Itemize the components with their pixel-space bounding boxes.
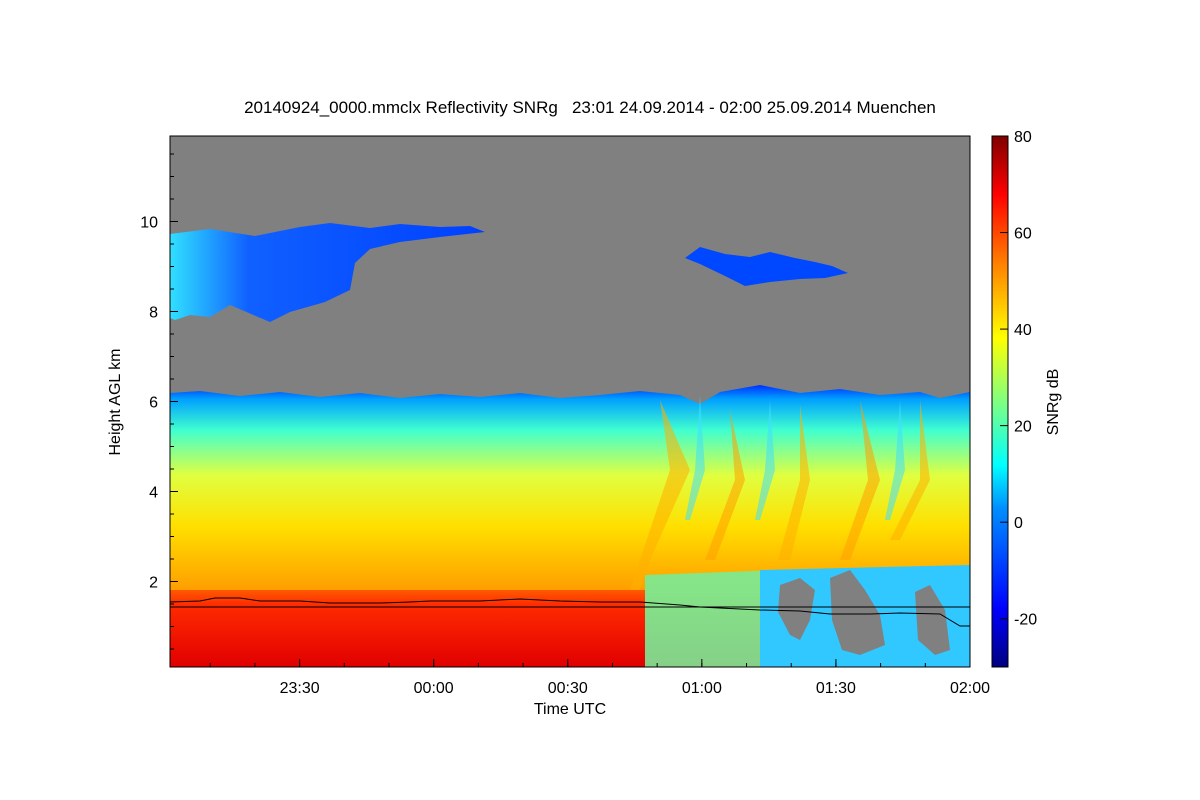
x-tick-label: 02:00 bbox=[950, 680, 990, 697]
colorbar-label: SNRg dB bbox=[1045, 369, 1062, 436]
upper-cloud-2 bbox=[685, 247, 848, 286]
colorbar-axis: -20 0 20 40 60 80 bbox=[1000, 129, 1037, 629]
lower-gap-3 bbox=[915, 585, 950, 655]
x-tick-label: 01:30 bbox=[816, 680, 856, 697]
plot-area bbox=[170, 136, 970, 667]
convective-streaks bbox=[630, 395, 930, 590]
y-tick-label: 10 bbox=[140, 215, 158, 232]
y-tick-label: 2 bbox=[149, 575, 158, 592]
near-surface-echo bbox=[170, 590, 645, 667]
colorbar-tick-label: -20 bbox=[1014, 612, 1037, 629]
y-tick-label: 8 bbox=[149, 305, 158, 322]
x-tick-label: 23:30 bbox=[280, 680, 320, 697]
x-axis-label: Time UTC bbox=[534, 701, 606, 718]
x-tick-label: 00:00 bbox=[414, 680, 454, 697]
cloud-base-line bbox=[170, 597, 970, 627]
upper-cloud-1 bbox=[170, 223, 485, 322]
chart-title: 20140924_0000.mmclx Reflectivity SNRg 23… bbox=[244, 98, 936, 117]
colorbar-tick-label: 0 bbox=[1014, 515, 1023, 532]
colorbar-tick-label: 40 bbox=[1014, 322, 1032, 339]
transition-echo bbox=[645, 570, 780, 667]
lower-gap-2 bbox=[830, 570, 885, 655]
lower-gap-1 bbox=[778, 578, 815, 640]
colorbar-tick-label: 60 bbox=[1014, 226, 1032, 243]
x-tick-label: 00:30 bbox=[548, 680, 588, 697]
colorbar-tick-label: 80 bbox=[1014, 129, 1032, 146]
y-axis-label: Height AGL km bbox=[107, 348, 124, 455]
y-tick-label: 6 bbox=[149, 395, 158, 412]
colorbar-tick-label: 20 bbox=[1014, 419, 1032, 436]
x-tick-label: 01:00 bbox=[682, 680, 722, 697]
y-axis: 2 4 6 8 10 bbox=[140, 153, 178, 650]
x-axis: 23:30 00:00 00:30 01:00 01:30 02:00 bbox=[209, 659, 990, 697]
y-tick-label: 4 bbox=[149, 485, 158, 502]
colorbar bbox=[991, 135, 1009, 668]
